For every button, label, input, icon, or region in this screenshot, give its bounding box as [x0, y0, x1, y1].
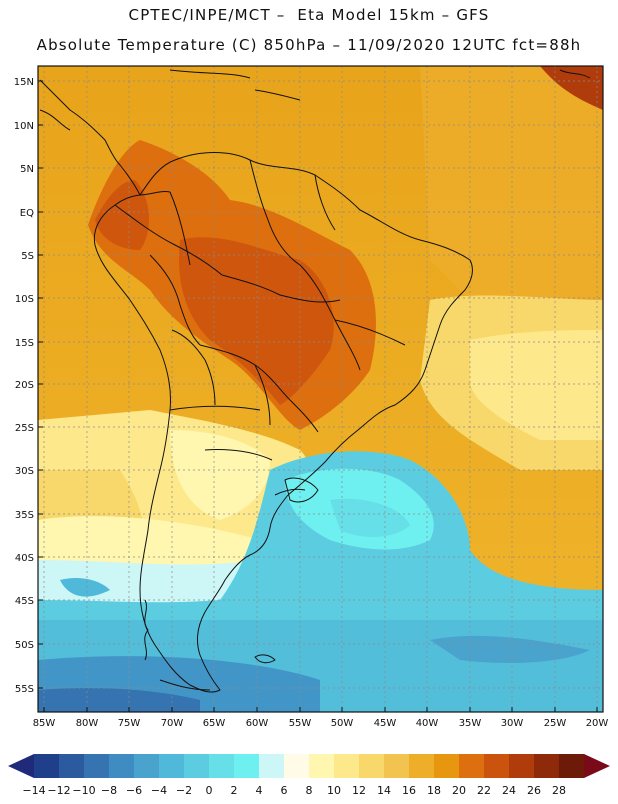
lat-label: 10N — [14, 121, 34, 132]
lat-label: EQ — [20, 208, 34, 219]
map-title-line2: Absolute Temperature (C) 850hPa – 11/09/… — [36, 36, 582, 54]
colorbar-label: 14 — [377, 784, 391, 797]
colorbar-cell — [284, 754, 310, 778]
colorbar-label: 4 — [256, 784, 263, 797]
colorbar-cell — [459, 754, 485, 778]
colorbar-label: −8 — [101, 784, 117, 797]
colorbar-cell — [234, 754, 260, 778]
colorbar-label: −6 — [126, 784, 142, 797]
colorbar-under-arrow — [8, 754, 34, 778]
colorbar-cell — [309, 754, 335, 778]
colorbar-cell — [534, 754, 560, 778]
lat-label: 55S — [15, 684, 34, 695]
lat-label: 50S — [15, 640, 34, 651]
lat-label: 15N — [14, 77, 34, 88]
lon-label: 25W — [544, 718, 567, 729]
colorbar-label: 8 — [306, 784, 313, 797]
colorbar-cell — [559, 754, 585, 778]
lon-label: 75W — [118, 718, 141, 729]
colorbar-cell — [109, 754, 135, 778]
colorbar-label: 18 — [427, 784, 441, 797]
coastlines — [39, 69, 591, 693]
lon-label: 55W — [289, 718, 312, 729]
colorbar-label: 16 — [402, 784, 416, 797]
lon-label: 50W — [331, 718, 354, 729]
colorbar-label: −4 — [151, 784, 167, 797]
lon-label: 60W — [246, 718, 269, 729]
colorbar-label: −10 — [72, 784, 95, 797]
lat-label: 10S — [15, 294, 34, 305]
colorbar-cell — [34, 754, 60, 778]
lon-label: 65W — [203, 718, 226, 729]
colorbar-cell — [159, 754, 185, 778]
colorbar-cell — [334, 754, 360, 778]
colorbar-label: 10 — [327, 784, 341, 797]
colorbar-label: 28 — [552, 784, 566, 797]
colorbar: −14 −12 −10 −8 −6 −4 −2 0 2 4 6 8 10 12 14 16 18 20 22 24 26… — [8, 754, 610, 797]
lon-label: 45W — [374, 718, 397, 729]
lat-label: 15S — [15, 338, 34, 349]
colorbar-label: 0 — [206, 784, 213, 797]
colorbar-label: 24 — [502, 784, 516, 797]
colorbar-cell — [184, 754, 210, 778]
lat-label: 30S — [15, 466, 34, 477]
colorbar-label: −2 — [176, 784, 192, 797]
colorbar-cell — [359, 754, 385, 778]
lon-label: 80W — [76, 718, 99, 729]
lon-label: 40W — [416, 718, 439, 729]
colorbar-cell — [59, 754, 85, 778]
colorbar-cell — [84, 754, 110, 778]
colorbar-label: 12 — [352, 784, 366, 797]
colorbar-label: 2 — [231, 784, 238, 797]
colorbar-over-arrow — [584, 754, 610, 778]
colorbar-label: −14 — [22, 784, 45, 797]
colorbar-label: −12 — [47, 784, 70, 797]
colorbar-label: 26 — [527, 784, 541, 797]
map-frame — [37, 65, 604, 713]
colorbar-cell — [259, 754, 285, 778]
lon-label: 70W — [161, 718, 184, 729]
lon-label: 20W — [586, 718, 609, 729]
graticule — [38, 66, 603, 712]
colorbar-cell — [509, 754, 535, 778]
lon-label: 85W — [33, 718, 56, 729]
lat-label: 5S — [21, 251, 34, 262]
lat-label: 35S — [15, 510, 34, 521]
lat-label: 40S — [15, 553, 34, 564]
lon-label: 30W — [501, 718, 524, 729]
axis-ticks — [38, 80, 598, 712]
lat-label: 45S — [15, 596, 34, 607]
colorbar-cell — [209, 754, 235, 778]
colorbar-cell — [484, 754, 510, 778]
temperature-field — [38, 66, 603, 712]
lat-label: 25S — [15, 423, 34, 434]
colorbar-cell — [409, 754, 435, 778]
colorbar-label: 6 — [281, 784, 288, 797]
colorbar-cell — [434, 754, 460, 778]
lat-label: 20S — [15, 380, 34, 391]
colorbar-cell — [134, 754, 160, 778]
lon-label: 35W — [459, 718, 482, 729]
colorbar-label: 20 — [452, 784, 466, 797]
map-title-line1: CPTEC/INPE/MCT – Eta Model 15km – GFS — [128, 6, 490, 24]
lat-label: 5N — [20, 164, 34, 175]
colorbar-label: 22 — [477, 784, 491, 797]
colorbar-cell — [384, 754, 410, 778]
